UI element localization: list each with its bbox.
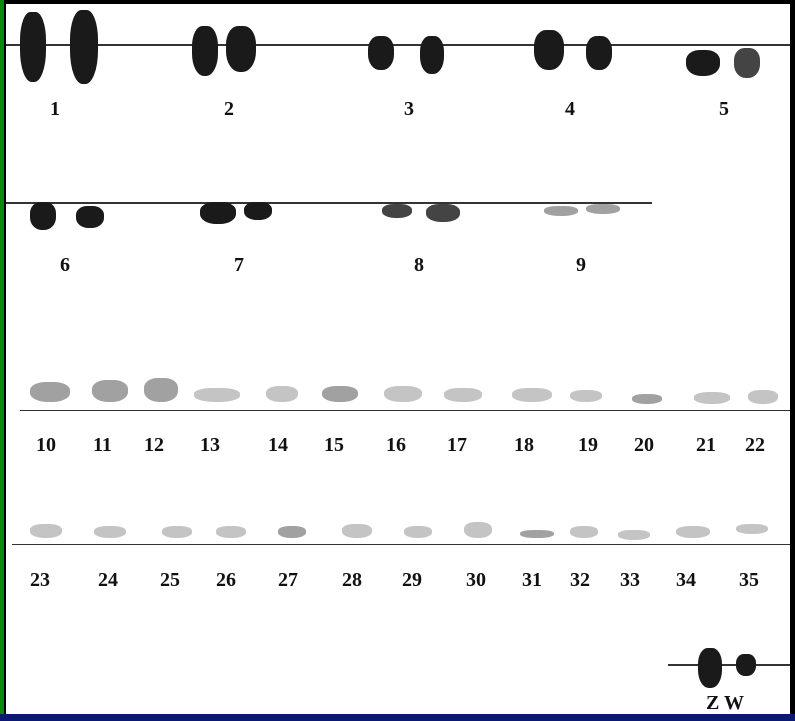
chromosome-35 [736,524,768,534]
chromosome-5b [734,48,760,78]
chromosome-label-27: 27 [278,569,298,591]
chromosome-label-8: 8 [414,254,424,276]
chromosome-z [698,648,722,688]
chromosome-label-12: 12 [144,434,164,456]
chromosome-27 [278,526,306,538]
chromosome-label-9: 9 [576,254,586,276]
chromosome-w [736,654,756,676]
chromosome-12 [144,378,178,402]
chromosome-label-35: 35 [739,569,759,591]
sex-line [668,664,790,666]
row2-line [6,202,652,204]
chromosome-3b [420,36,444,74]
chromosome-2b [226,26,256,72]
chromosome-label-11: 11 [93,434,112,456]
chromosome-9b [586,204,620,214]
chromosome-8b [426,204,460,222]
chromosome-7b [244,202,272,220]
chromosome-4b [586,36,612,70]
row3-line [20,410,790,411]
chromosome-21 [694,392,730,404]
chromosome-label-19: 19 [578,434,598,456]
chromosome-20 [632,394,662,404]
chromosome-14 [266,386,298,402]
chromosome-10 [30,382,70,402]
chromosome-label-25: 25 [160,569,180,591]
chromosome-label-30: 30 [466,569,486,591]
chromosome-label-6: 6 [60,254,70,276]
chromosome-2a [192,26,218,76]
chromosome-label-22: 22 [745,434,765,456]
chromosome-31 [520,530,554,538]
chromosome-label-16: 16 [386,434,406,456]
chromosome-24 [94,526,126,538]
chromosome-6b [76,206,104,228]
chromosome-label-3: 3 [404,98,414,120]
chromosome-6a [30,202,56,230]
chromosome-label-17: 17 [447,434,467,456]
chromosome-label-31: 31 [522,569,542,591]
chromosome-label-15: 15 [324,434,344,456]
chromosome-1a [20,12,46,82]
chromosome-4a [534,30,564,70]
chromosome-label-21: 21 [696,434,716,456]
chromosome-label-10: 10 [36,434,56,456]
chromosome-29 [404,526,432,538]
chromosome-23 [30,524,62,538]
chromosome-13 [194,388,240,402]
chromosome-18 [512,388,552,402]
chromosome-label-26: 26 [216,569,236,591]
chromosome-label-32: 32 [570,569,590,591]
chromosome-17 [444,388,482,402]
chromosome-1b [70,10,98,84]
chromosome-11 [92,380,128,402]
chromosome-7a [200,202,236,224]
chromosome-label-2: 2 [224,98,234,120]
chromosome-5a [686,50,720,76]
chromosome-label-24: 24 [98,569,118,591]
chromosome-label-14: 14 [268,434,288,456]
chromosome-label-29: 29 [402,569,422,591]
left-border [0,0,4,721]
chromosome-19 [570,390,602,402]
chromosome-3a [368,36,394,70]
chromosome-30 [464,522,492,538]
chromosome-26 [216,526,246,538]
chromosome-label-18: 18 [514,434,534,456]
chromosome-label-34: 34 [676,569,696,591]
chromosome-label-7: 7 [234,254,244,276]
chromosome-22 [748,390,778,404]
chromosome-15 [322,386,358,402]
chromosome-label-23: 23 [30,569,50,591]
chromosome-33 [618,530,650,540]
row1-line [6,44,790,46]
chromosome-9a [544,206,578,216]
chromosome-32 [570,526,598,538]
chromosome-label-4: 4 [565,98,575,120]
chromosome-label-13: 13 [200,434,220,456]
chromosome-34 [676,526,710,538]
chromosome-label-1: 1 [50,98,60,120]
bottom-border [0,714,795,721]
chromosome-28 [342,524,372,538]
chromosome-label-20: 20 [634,434,654,456]
karyotype-panel: 1 2 3 4 5 6 7 8 9 10 11 12 13 14 15 16 1… [6,4,790,714]
chromosome-label-33: 33 [620,569,640,591]
chromosome-8a [382,204,412,218]
chromosome-label-5: 5 [719,98,729,120]
sex-chromosome-label: Z W [706,692,744,714]
row4-line [12,544,790,545]
chromosome-label-28: 28 [342,569,362,591]
chromosome-25 [162,526,192,538]
chromosome-16 [384,386,422,402]
